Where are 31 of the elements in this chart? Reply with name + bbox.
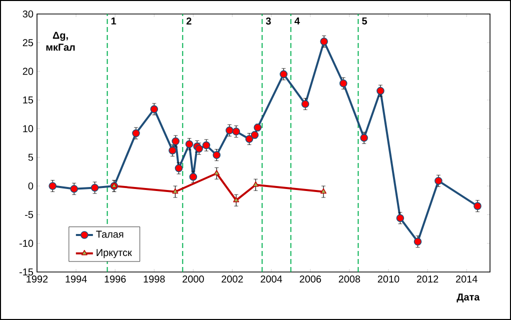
annotation: 3 <box>266 18 271 25</box>
y-axis-title: Δg, мкГал <box>46 32 75 51</box>
x-tick-label: 2002 <box>222 276 243 283</box>
y-tick-label: 20 <box>22 68 34 75</box>
y-tick-label: 15 <box>23 96 34 104</box>
x-tick-label: 2000 <box>182 276 204 283</box>
y-tick-label: -5 <box>25 211 34 218</box>
x-tick-label: 2008 <box>338 276 360 283</box>
annotation: 5 <box>362 18 367 24</box>
annotation: 2 <box>186 18 192 24</box>
legend-label: Иркутск <box>96 249 132 258</box>
y-tick-label: 25 <box>22 39 34 46</box>
y-tick-label: 30 <box>22 10 34 18</box>
y-tick-label: 5 <box>28 154 34 161</box>
x-tick-label: 1994 <box>66 276 87 283</box>
y-tick-label: 0 <box>28 182 34 190</box>
y-tick-label: -10 <box>20 240 34 247</box>
y-tick-label: -15 <box>20 268 34 276</box>
x-tick-label: 2014 <box>456 276 478 283</box>
x-tick-label: 1996 <box>104 276 126 283</box>
annotation: 4 <box>294 18 300 24</box>
x-tick-label: 2010 <box>378 276 400 283</box>
x-tick-label: 2012 <box>416 276 438 283</box>
annotation: 1 <box>111 18 116 24</box>
legend-label: Талая <box>96 230 124 238</box>
x-tick-label: 2006 <box>300 276 322 283</box>
x-tick-label: 1998 <box>144 276 165 283</box>
x-tick-label: 1992 <box>26 276 48 283</box>
x-tick-label: 2004 <box>260 276 282 283</box>
y-tick-label: 10 <box>23 125 34 132</box>
x-axis-title: Дата <box>456 294 480 302</box>
